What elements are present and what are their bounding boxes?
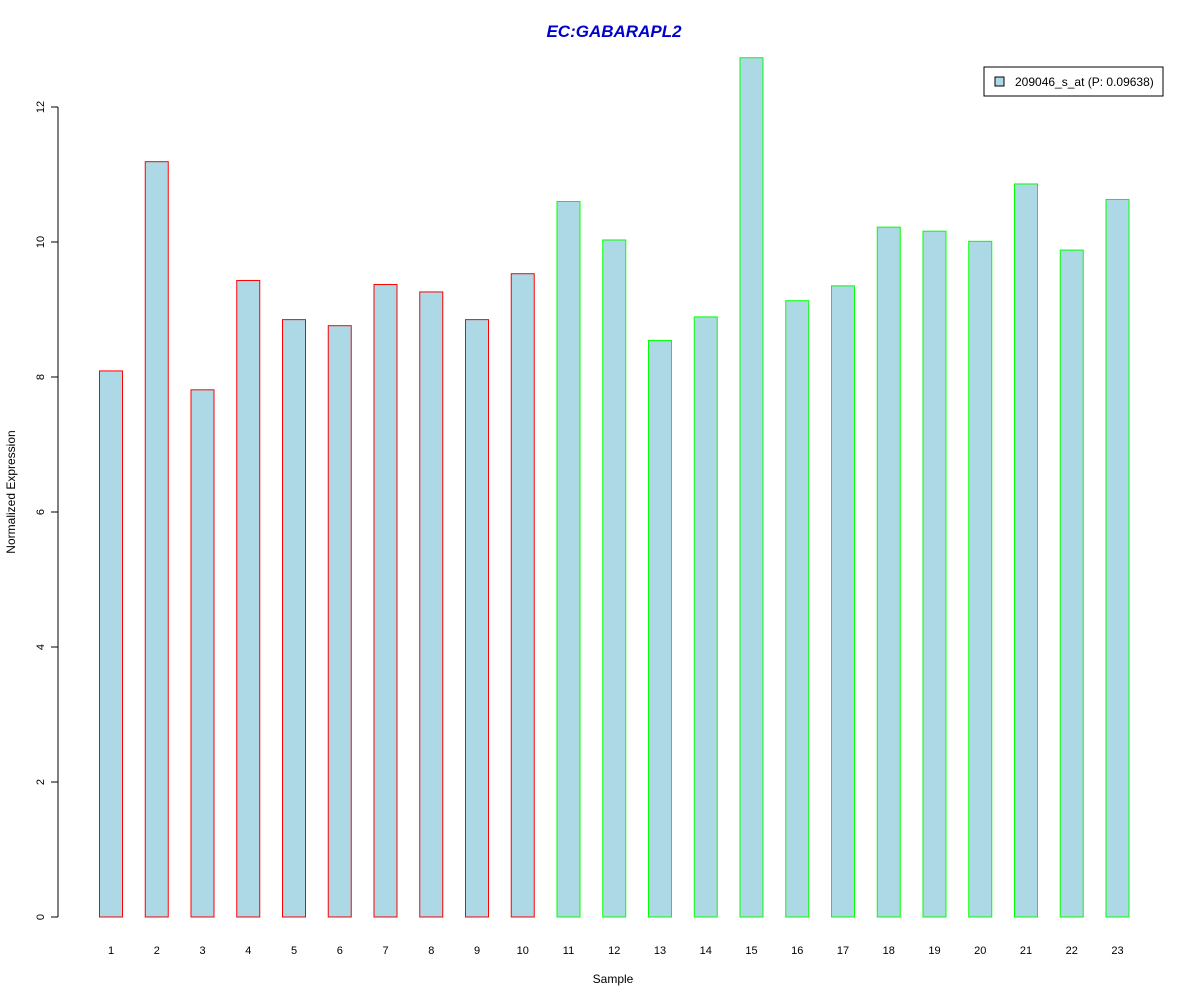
x-tick-label: 11 <box>563 945 574 957</box>
y-axis-label: Normalized Expression <box>4 430 18 553</box>
y-tick-label: 6 <box>35 509 47 515</box>
bar-sample-13 <box>648 340 672 918</box>
x-tick-label: 6 <box>337 945 343 957</box>
bar-sample-8 <box>419 291 444 918</box>
y-axis: 0 2 4 6 8 10 12 <box>35 101 59 920</box>
bar-sample-23 <box>1105 198 1130 918</box>
bar-sample-12 <box>602 239 627 918</box>
x-tick-label: 22 <box>1066 945 1078 957</box>
x-tick-label: 13 <box>654 945 666 957</box>
x-tick-label: 19 <box>928 945 940 957</box>
bars-group <box>99 57 1130 918</box>
y-tick-label: 12 <box>35 101 47 113</box>
bar-sample-11 <box>556 201 581 918</box>
chart-title: EC:GABARAPL2 <box>546 22 682 41</box>
legend-label: 209046_s_at (P: 0.09638) <box>1015 75 1154 89</box>
x-tick-label: 17 <box>837 945 849 957</box>
x-tick-label: 1 <box>108 945 114 957</box>
x-tick-label: 8 <box>428 945 434 957</box>
bar-sample-5 <box>282 319 306 918</box>
x-tick-label: 5 <box>291 945 297 957</box>
y-tick-label: 4 <box>35 644 47 650</box>
x-axis-label: Sample <box>593 972 634 986</box>
x-tick-label: 16 <box>791 945 803 957</box>
x-tick-label: 23 <box>1111 945 1123 957</box>
legend: 209046_s_at (P: 0.09638) <box>983 66 1164 97</box>
bar-sample-21 <box>1014 183 1038 918</box>
x-tick-label: 10 <box>517 945 529 957</box>
x-tick-label: 18 <box>883 945 895 957</box>
bar-sample-1 <box>99 370 123 918</box>
x-tick-label: 14 <box>700 945 712 957</box>
bar-sample-7 <box>373 284 398 918</box>
bar-sample-6 <box>327 325 352 918</box>
x-tick-label: 2 <box>154 945 160 957</box>
y-tick-label: 8 <box>35 374 47 380</box>
bar-sample-18 <box>876 226 901 918</box>
bar-sample-15 <box>739 57 764 918</box>
x-tick-label: 7 <box>382 945 388 957</box>
x-tick-labels: 1 2 3 4 5 6 7 8 9 10 11 12 13 14 15 16 17 18 19 20 21 22 23 <box>108 945 1124 957</box>
bar-sample-3 <box>190 389 215 918</box>
bar-sample-4 <box>236 279 261 918</box>
legend-box <box>983 66 1164 97</box>
bar-sample-20 <box>968 240 993 918</box>
x-tick-label: 9 <box>474 945 480 957</box>
x-tick-label: 4 <box>245 945 251 957</box>
bar-sample-16 <box>785 300 810 918</box>
bar-sample-9 <box>465 319 489 918</box>
y-tick-label: 0 <box>35 914 47 920</box>
y-tick-label: 10 <box>35 236 47 248</box>
bar-sample-17 <box>831 285 855 918</box>
x-tick-label: 21 <box>1020 945 1032 957</box>
bar-sample-10 <box>510 273 535 918</box>
bar-sample-2 <box>144 161 169 918</box>
x-tick-label: 3 <box>199 945 205 957</box>
legend-swatch <box>994 76 1005 87</box>
bar-sample-19 <box>922 230 947 918</box>
x-tick-label: 12 <box>608 945 620 957</box>
x-tick-label: 20 <box>974 945 986 957</box>
y-tick-label: 2 <box>35 779 47 785</box>
bar-sample-22 <box>1059 249 1084 918</box>
bar-sample-14 <box>693 316 718 918</box>
x-tick-label: 15 <box>745 945 757 957</box>
